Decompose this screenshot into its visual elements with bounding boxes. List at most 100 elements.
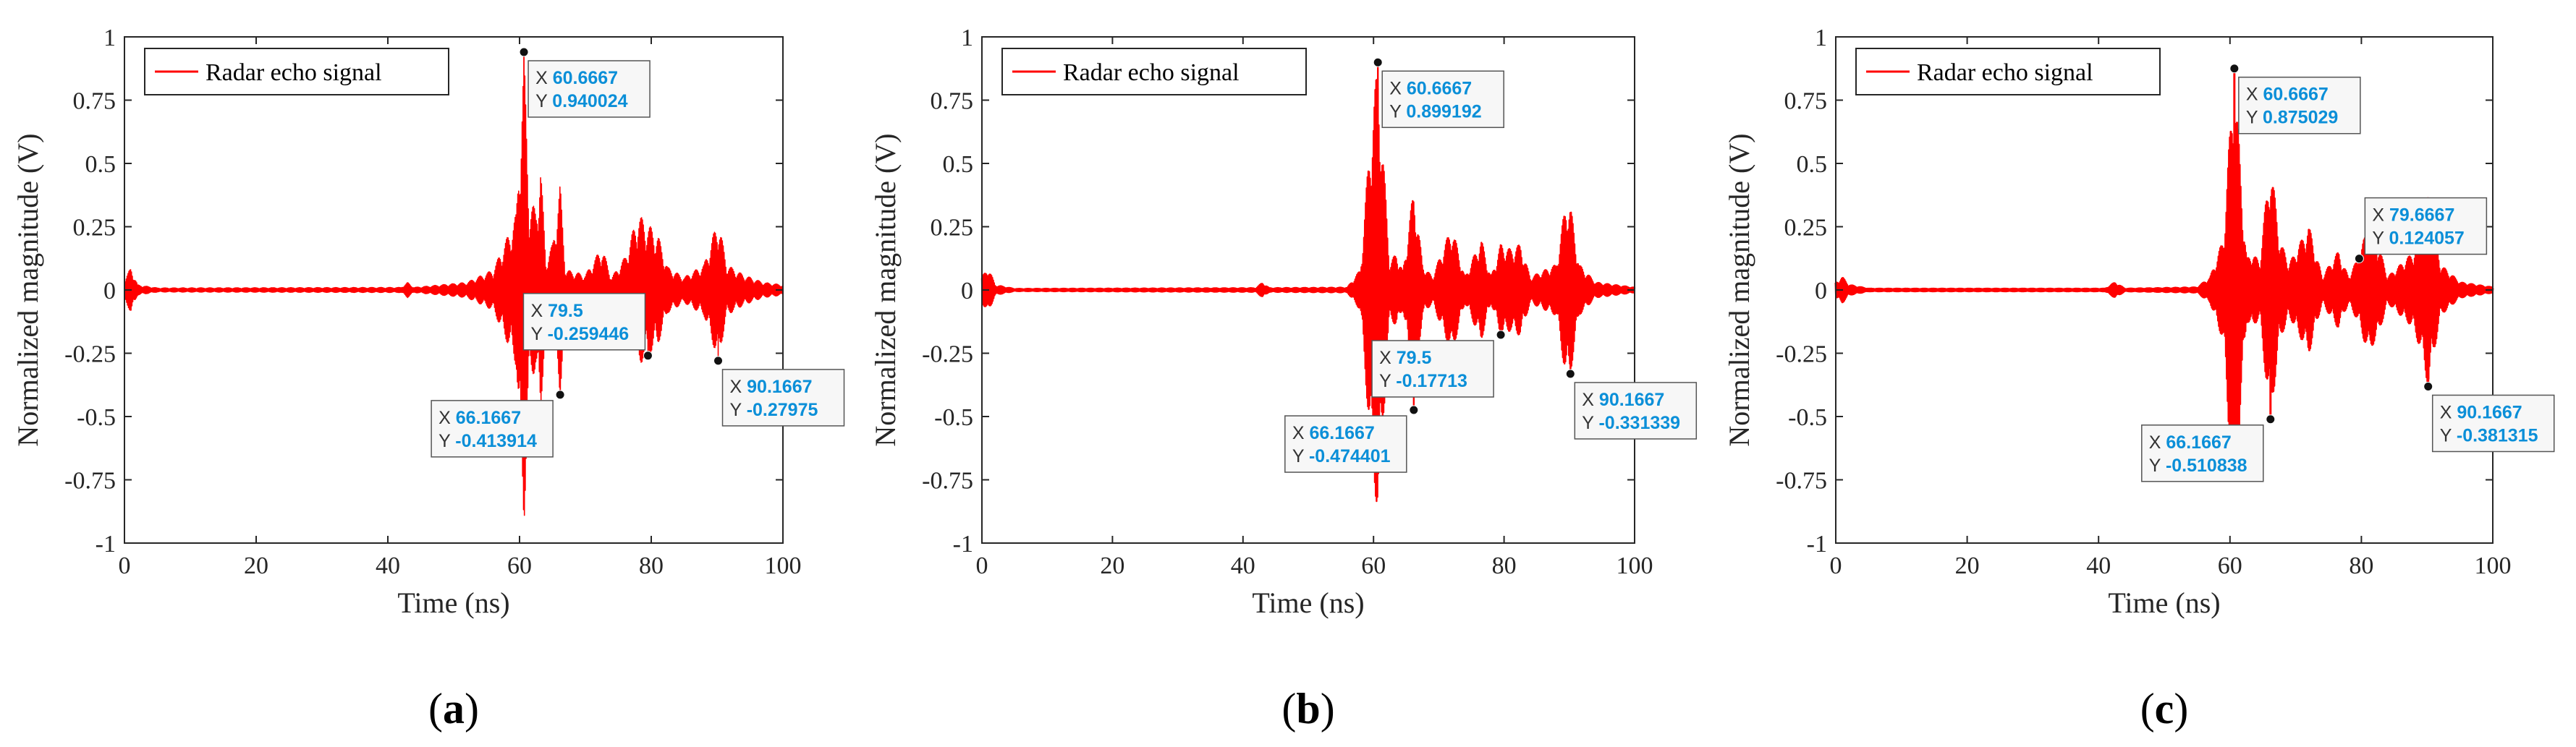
signal-series xyxy=(1834,121,2494,459)
y-tick-label: -0.5 xyxy=(77,404,116,431)
x-tick-label: 20 xyxy=(1955,552,1980,579)
data-tip-marker[interactable] xyxy=(2423,381,2433,391)
data-tip-box xyxy=(431,400,554,458)
data-tip-box xyxy=(721,369,845,427)
y-tick-label: -0.5 xyxy=(934,404,973,431)
x-tick-label: 0 xyxy=(1830,552,1842,579)
data-tip-marker[interactable] xyxy=(2229,64,2240,74)
x-tick-label: 80 xyxy=(639,552,664,579)
data-tip-marker[interactable] xyxy=(555,390,565,400)
legend-label: Radar echo signal xyxy=(1917,59,2093,86)
chart-panel-c: 0 20 40 60 80 100 1 0.75 0.5 0.25 0 -0.25 -0.5 -0.75 -… xyxy=(1723,25,2555,619)
data-tip-y: Y -0.510838 xyxy=(2149,456,2247,476)
y-tick-label: -1 xyxy=(96,531,116,558)
y-tick-label: -0.75 xyxy=(1776,468,1827,495)
data-tip[interactable]: X 60.6667 Y 0.899192 xyxy=(1373,57,1504,129)
data-tip-y: Y -0.259446 xyxy=(530,324,629,344)
legend: Radar echo signal xyxy=(1001,48,1307,95)
y-tick-label: 0.75 xyxy=(73,88,116,115)
data-tip-marker[interactable] xyxy=(1409,405,1419,415)
x-tick-label: 60 xyxy=(507,552,532,579)
data-tip[interactable]: X 90.1667 Y -0.381315 xyxy=(2423,381,2555,453)
data-tip[interactable]: X 60.6667 Y 0.875029 xyxy=(2229,64,2361,135)
data-tip[interactable]: X 79.5 Y -0.259446 xyxy=(522,293,653,361)
data-tip[interactable]: X 90.1667 Y -0.27975 xyxy=(713,356,845,427)
legend-label: Radar echo signal xyxy=(1063,59,1240,86)
y-axis-label: Normalized magnitude (V) xyxy=(869,133,902,446)
y-tick-label: 0.25 xyxy=(73,215,116,242)
y-tick-label: -1 xyxy=(953,531,973,558)
y-tick-label: 0.75 xyxy=(931,88,974,115)
y-tick-label: -0.25 xyxy=(922,341,973,368)
data-tip[interactable]: X 66.1667 Y -0.413914 xyxy=(431,390,565,458)
data-tip-x: X 79.5 xyxy=(1379,348,1431,368)
y-axis-label: Normalized magnitude (V) xyxy=(12,133,44,446)
y-tick-label: -0.75 xyxy=(64,468,116,495)
x-tick-label: 40 xyxy=(1231,552,1255,579)
y-tick-label: 0.25 xyxy=(1784,215,1828,242)
y-tick-label: 0 xyxy=(103,278,116,304)
data-tip-y: Y 0.940024 xyxy=(535,91,628,111)
x-axis-label: Time (ns) xyxy=(1252,586,1364,619)
data-tip-x: X 60.6667 xyxy=(1389,78,1472,98)
data-tip-box xyxy=(1284,415,1407,473)
x-tick-label: 80 xyxy=(1492,552,1517,579)
y-tick-label: 0.5 xyxy=(943,151,974,178)
y-tick-label: -1 xyxy=(1807,531,1827,558)
y-tick-label: 1 xyxy=(103,25,116,51)
x-axis-label: Time (ns) xyxy=(397,586,509,619)
x-tick-label: 100 xyxy=(1617,552,1653,579)
data-tip-box xyxy=(1381,70,1504,129)
data-tip-y: Y 0.875029 xyxy=(2246,108,2338,128)
data-tip-box xyxy=(2238,76,2361,135)
y-tick-label: 0.5 xyxy=(85,151,116,178)
data-tip-y: Y 0.899192 xyxy=(1389,101,1481,121)
y-tick-label: -0.25 xyxy=(1776,341,1827,368)
data-tip[interactable]: X 60.6667 Y 0.940024 xyxy=(519,47,651,118)
y-tick-label: 1 xyxy=(961,25,973,51)
data-tip-box xyxy=(2431,394,2555,453)
y-axis-label: Normalized magnitude (V) xyxy=(1723,133,1755,446)
y-tick-label: 0.25 xyxy=(931,215,974,242)
data-tip-x: X 66.1667 xyxy=(1292,423,1375,443)
data-tip-x: X 79.5 xyxy=(530,301,582,321)
chart-panel-b: 0 20 40 60 80 100 1 0.75 0.5 0.25 0 -0.25 -0.5 -0.75 -… xyxy=(869,25,1698,619)
data-tip[interactable]: X 79.5 Y -0.17713 xyxy=(1371,330,1506,398)
legend: Radar echo signal xyxy=(1855,48,2161,95)
data-tip-x: X 90.1667 xyxy=(1582,390,1664,410)
x-tick-label: 100 xyxy=(2475,552,2512,579)
data-tip-marker[interactable] xyxy=(643,351,653,361)
data-tip-box xyxy=(528,60,651,118)
y-tick-label: 0 xyxy=(1815,278,1827,304)
data-tip-y: Y -0.474401 xyxy=(1292,446,1391,466)
data-tip-marker[interactable] xyxy=(519,47,529,57)
data-tip[interactable]: X 66.1667 Y -0.474401 xyxy=(1284,405,1419,473)
data-tip-y: Y -0.331339 xyxy=(1582,413,1680,433)
data-tip-marker[interactable] xyxy=(1565,369,1575,379)
data-tip[interactable]: X 79.6667 Y 0.124057 xyxy=(2354,197,2488,264)
data-tip-marker[interactable] xyxy=(2354,254,2364,264)
data-tip-marker[interactable] xyxy=(1496,330,1506,340)
data-tip[interactable]: X 90.1667 Y -0.331339 xyxy=(1565,369,1698,440)
subfigure-label: (c) xyxy=(2140,685,2189,733)
x-tick-label: 40 xyxy=(376,552,400,579)
data-tip-y: Y -0.381315 xyxy=(2440,425,2538,445)
data-tip-x: X 60.6667 xyxy=(535,68,618,88)
x-tick-label: 60 xyxy=(1361,552,1386,579)
data-tip-x: X 90.1667 xyxy=(730,377,813,397)
y-tick-label: 0.75 xyxy=(1784,88,1828,115)
data-tip-x: X 60.6667 xyxy=(2246,85,2329,105)
data-tip-x: X 90.1667 xyxy=(2440,402,2522,422)
data-tip-x: X 66.1667 xyxy=(2149,432,2232,453)
x-tick-label: 20 xyxy=(244,552,268,579)
data-tip-marker[interactable] xyxy=(1373,57,1383,67)
data-tip-marker[interactable] xyxy=(713,356,724,366)
x-axis-label: Time (ns) xyxy=(2108,586,2220,619)
data-tip-marker[interactable] xyxy=(2266,414,2276,424)
data-tip[interactable]: X 66.1667 Y -0.510838 xyxy=(2141,414,2276,482)
data-tip-y: Y -0.27975 xyxy=(730,400,818,420)
subfigure-label: (b) xyxy=(1281,685,1334,733)
x-tick-label: 20 xyxy=(1100,552,1124,579)
legend: Radar echo signal xyxy=(144,48,449,95)
